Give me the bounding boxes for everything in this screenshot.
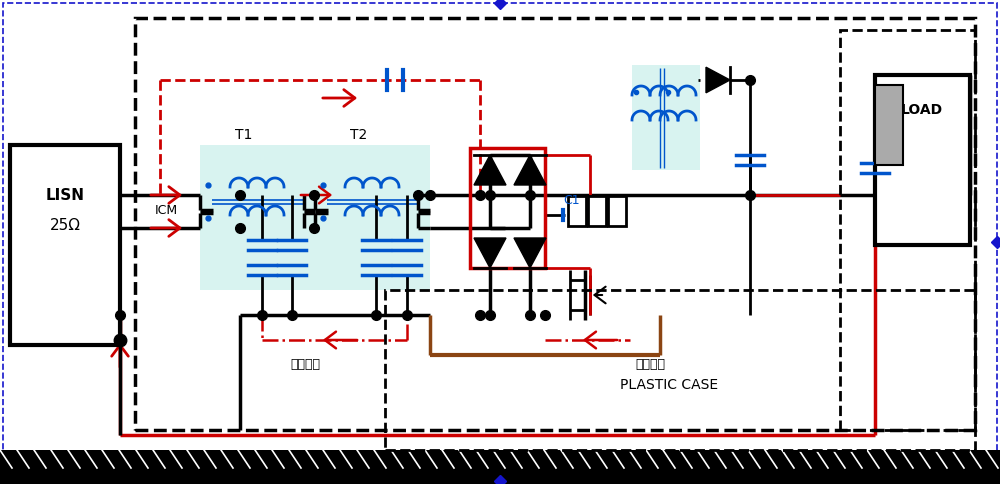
Polygon shape [514,155,546,185]
Bar [568,196,586,226]
Text: ICM: ICM [155,203,178,216]
Bar [470,148,545,268]
Text: 金属基板: 金属基板 [290,359,320,372]
Bar [840,30,975,430]
Bar [875,85,903,165]
Bar [385,290,975,450]
Bar [200,145,315,290]
Text: LISN: LISN [46,187,84,202]
Bar [632,65,700,170]
Bar [588,196,606,226]
Bar [875,75,970,245]
Bar [0,450,1000,484]
Text: LOAD: LOAD [901,103,943,117]
Text: T1: T1 [235,128,252,142]
Polygon shape [474,155,506,185]
Polygon shape [706,67,730,93]
Bar [10,145,120,345]
Text: C1: C1 [563,194,580,207]
Bar [315,145,430,290]
Polygon shape [474,238,506,268]
Bar [608,196,626,226]
Text: T2: T2 [350,128,367,142]
Bar [135,18,975,430]
Polygon shape [514,238,546,268]
Text: PLASTIC CASE: PLASTIC CASE [620,378,718,392]
Text: 25Ω: 25Ω [50,217,80,232]
Text: 金属基板: 金属基板 [635,359,665,372]
